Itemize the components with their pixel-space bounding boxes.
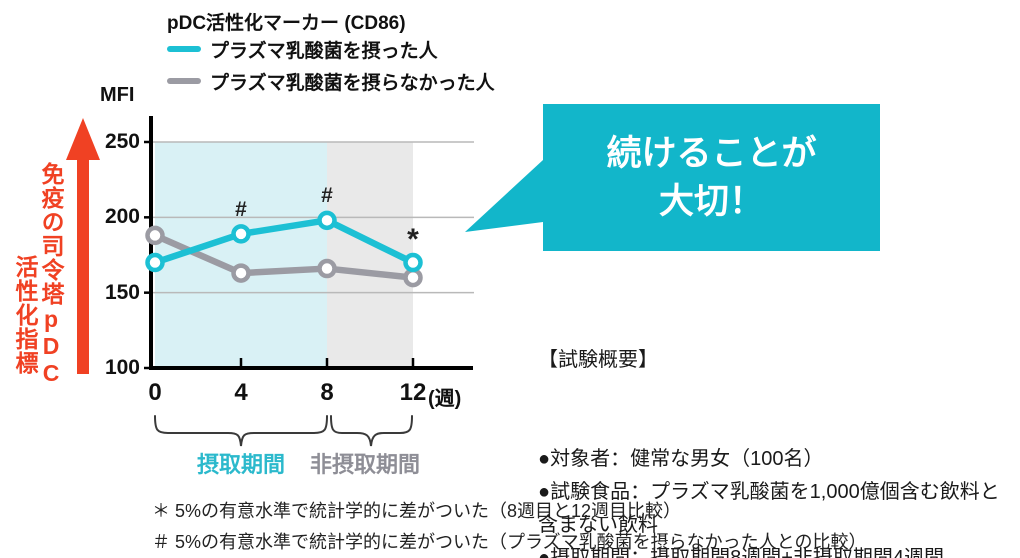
legend-label-taken: プラズマ乳酸菌を摂った人: [210, 40, 438, 62]
x-tick-label-8: 8: [320, 379, 334, 406]
footnote-hash: ＃ 5%の有意水準で統計学的に差がついた（プラズマ乳酸菌を摂らなかった人との比較…: [152, 532, 867, 552]
footnote-asterisk: ＊ 5%の有意水準で統計学的に差がついた（8週目と12週目比較）: [152, 501, 682, 521]
significance-marker-#: #: [321, 184, 333, 208]
summary-line: ●対象者：健常な男女（100名）: [538, 448, 824, 470]
y-axis: [149, 116, 153, 370]
brace-intake: [154, 415, 328, 447]
x-axis: [149, 366, 473, 370]
legend-swatch-cyan: [167, 46, 201, 52]
study-summary-lines: ●対象者：健常な男女（100名） ●試験食品：プラズマ乳酸菌を1,000億個含む飲…: [538, 443, 1013, 558]
callout-text-line2: 大切！: [658, 181, 764, 221]
summary-line: 含まない飲料: [538, 514, 658, 536]
summary-line: ●試験食品：プラズマ乳酸菌を1,000億個含む飲料と: [538, 481, 1000, 503]
y-axis-unit-label: MFI: [100, 84, 135, 106]
legend-swatch-gray: [167, 78, 201, 84]
intake-period-label: 摂取期間: [196, 452, 285, 477]
x-axis-unit-label: (週): [428, 388, 462, 410]
study-summary-heading: 【試験概要】: [538, 349, 658, 371]
side-caption-line1: 免疫の司令塔pDC: [38, 162, 64, 387]
y-tick-label-250: 250: [104, 130, 140, 153]
footnotes: ＊ 5%の有意水準で統計学的に差がついた（8週目と12週目比較） ＃ 5%の有意…: [152, 496, 866, 558]
legend-label-not-taken: プラズマ乳酸菌を摂らなかった人: [210, 72, 495, 94]
significance-marker-*: *: [407, 222, 419, 256]
callout-bubble: 続けることが 大切！: [543, 104, 880, 251]
study-summary: 【試験概要】 ●対象者：健常な男女（100名） ●試験食品：プラズマ乳酸菌を1,0…: [538, 278, 1013, 558]
legend-item-taken: プラズマ乳酸菌を摂った人: [167, 37, 438, 62]
y-tick-label-100: 100: [104, 356, 140, 379]
brace-non-intake: [330, 415, 413, 447]
non-intake-period-label: 非摂取期間: [309, 452, 420, 477]
x-tick-label-12: 12: [399, 379, 427, 406]
up-arrow-icon: [66, 118, 100, 374]
x-tick-label-0: 0: [148, 379, 162, 406]
side-caption-line2: 活性化指標: [12, 255, 38, 375]
legend-item-not-taken: プラズマ乳酸菌を摂らなかった人: [167, 69, 495, 94]
callout-text-line1: 続けることが: [606, 133, 817, 173]
chart-title: pDC活性化マーカー (CD86): [167, 13, 406, 34]
callout-tail: [465, 160, 543, 232]
intake-period-region: [155, 142, 327, 366]
significance-marker-#: #: [235, 197, 247, 221]
y-tick-label-200: 200: [104, 205, 140, 229]
summary-line: ●摂取期間：摂取期間8週間+非摂取期間4週間: [538, 547, 945, 558]
y-tick-label-150: 150: [104, 280, 140, 304]
x-tick-label-4: 4: [234, 379, 248, 406]
